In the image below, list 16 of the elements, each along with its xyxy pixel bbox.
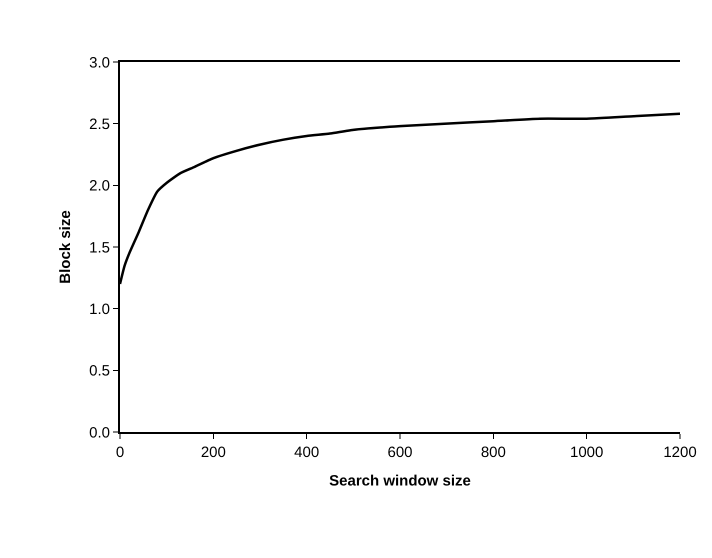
- x-axis-title: Search window size: [329, 472, 471, 490]
- y-tick-label: 0.5: [89, 362, 110, 380]
- y-tick-label: 1.5: [89, 239, 110, 256]
- x-tick-label: 1200: [663, 444, 697, 461]
- x-tick-label: 0: [116, 444, 124, 461]
- y-tick-label: 2.5: [89, 116, 110, 133]
- x-tick-label: 1000: [570, 444, 604, 461]
- y-tick-label: 2.0: [89, 178, 110, 195]
- x-tick-label: 600: [387, 444, 413, 461]
- x-tick-label: 800: [480, 444, 506, 461]
- y-axis-title: Block size: [56, 210, 74, 284]
- x-tick-label: 200: [200, 444, 226, 461]
- y-tick-label: 0.0: [89, 424, 110, 442]
- x-tick-label: 400: [294, 444, 320, 461]
- y-tick-label: 3.0: [89, 54, 110, 72]
- y-tick-label: 1.0: [89, 300, 110, 318]
